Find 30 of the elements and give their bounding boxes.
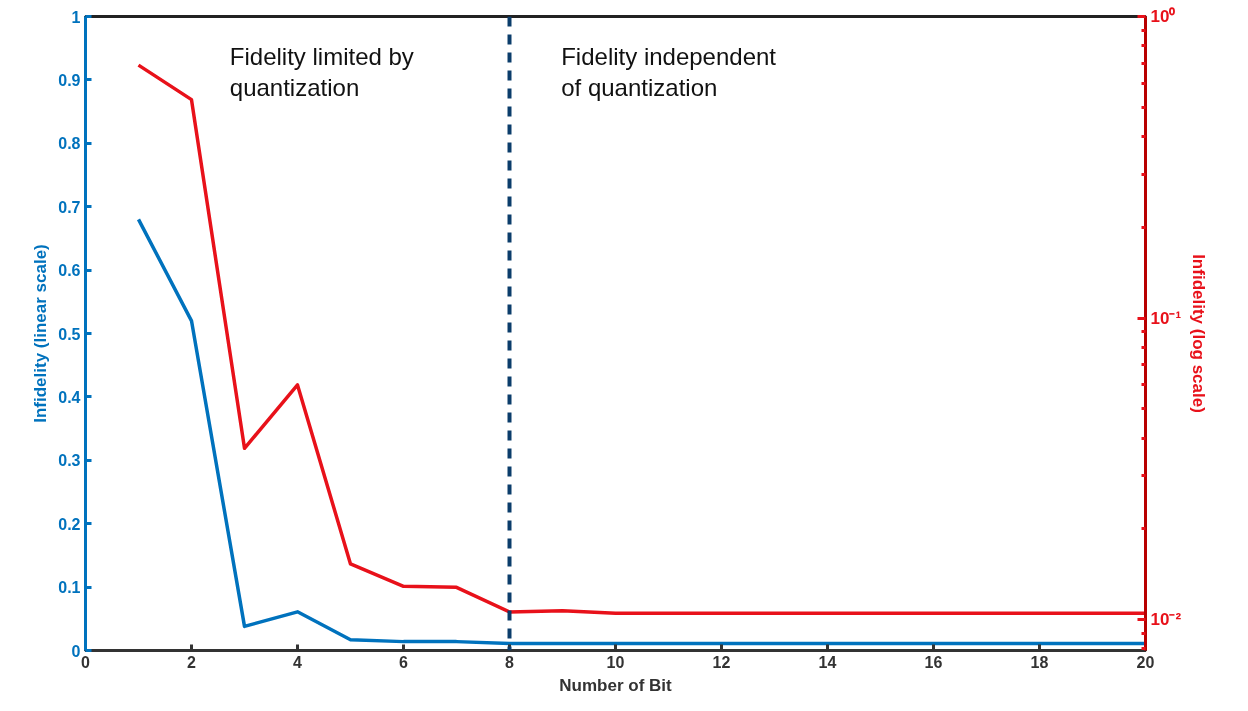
x-tick-label: 6: [399, 653, 409, 671]
y-tick-label: 0.2: [58, 515, 81, 533]
x-tick-label: 8: [505, 653, 515, 671]
y2-axis-title: Infidelity (log scale): [1189, 254, 1209, 413]
y-tick-label: 0.7: [58, 198, 81, 216]
x-tick-label: 2: [187, 653, 197, 671]
y-tick-label: 0.9: [58, 71, 81, 89]
annotation: Fidelity independent of quantization: [561, 42, 777, 101]
x-tick-label: 4: [293, 653, 303, 671]
y-tick-label: 0.4: [58, 388, 81, 406]
x-tick-label: 12: [712, 653, 731, 671]
line-series: [136, 217, 1146, 646]
y-tick-label: 0.8: [58, 135, 81, 153]
x-axis-title: Number of Bit: [559, 675, 673, 695]
x-tick-label: 20: [1136, 653, 1155, 671]
y-tick-label: 0.5: [58, 325, 81, 343]
x-tick-label: 18: [1030, 653, 1049, 671]
y-tick-label: 1: [71, 8, 81, 26]
y2-tick-label: 10⁰: [1150, 7, 1176, 26]
y-axis-title: Infidelity (linear scale): [31, 244, 51, 423]
y-tick-label: 0.6: [58, 262, 81, 280]
annotation: Fidelity limited by quantization: [229, 42, 414, 101]
x-tick-label: 14: [818, 653, 837, 671]
y2-tick-label: 10⁻²: [1150, 610, 1182, 630]
x-tick-label: 10: [606, 653, 625, 671]
x-tick-label: 16: [924, 653, 943, 671]
y2-tick-label: 10⁻¹: [1150, 308, 1182, 328]
y-tick-label: 0: [71, 642, 81, 660]
y-tick-label: 0.1: [58, 579, 81, 597]
y-tick-label: 0.3: [58, 452, 81, 470]
